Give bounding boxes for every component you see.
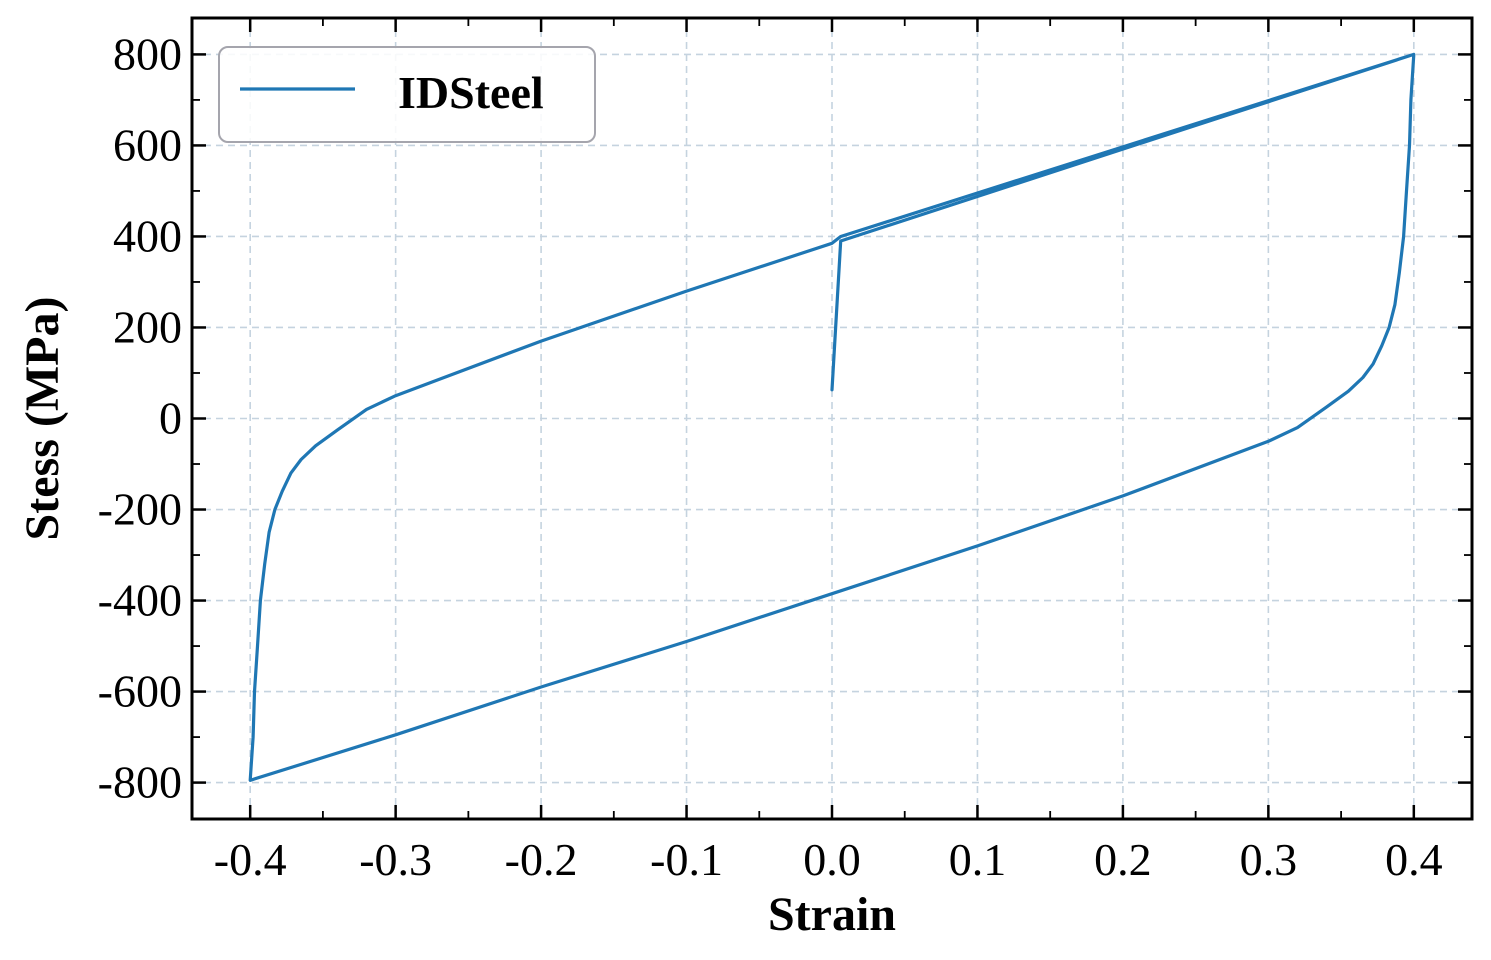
legend: IDSteel	[218, 46, 596, 143]
y-tick-label: 400	[113, 210, 182, 261]
axis-ticks	[192, 18, 1472, 819]
x-tick-label: 0.0	[803, 834, 861, 885]
x-tick-label: 0.2	[1094, 834, 1152, 885]
x-tick-label: -0.2	[505, 834, 578, 885]
x-tick-label: 0.3	[1240, 834, 1298, 885]
x-tick-label: -0.3	[359, 834, 432, 885]
tick-labels: -0.4 -0.3 -0.2 -0.1 0.0 0.1 0.2 0.3 0.4 -800 -600 -…	[98, 28, 1443, 885]
y-tick-label: 0	[159, 393, 182, 444]
y-tick-label: 600	[113, 119, 182, 170]
x-tick-label: -0.4	[214, 834, 287, 885]
y-tick-label: -600	[98, 666, 182, 717]
y-tick-label: 200	[113, 301, 182, 352]
y-axis-label: Stess (MPa)	[16, 297, 69, 541]
series-layer	[248, 52, 1416, 782]
y-tick-label: -200	[98, 484, 182, 535]
x-tick-label: 0.4	[1385, 834, 1443, 885]
series-line-idsteel	[248, 52, 1416, 782]
y-tick-label: 800	[113, 28, 182, 79]
x-tick-label: -0.1	[650, 834, 723, 885]
legend-box	[218, 46, 596, 143]
legend-label-idsteel: IDSteel	[398, 67, 544, 118]
x-tick-label: 0.1	[949, 834, 1007, 885]
y-tick-label: -400	[98, 575, 182, 626]
grid-lines	[192, 18, 1472, 819]
x-axis-label: Strain	[768, 888, 896, 941]
y-tick-label: -800	[98, 757, 182, 808]
